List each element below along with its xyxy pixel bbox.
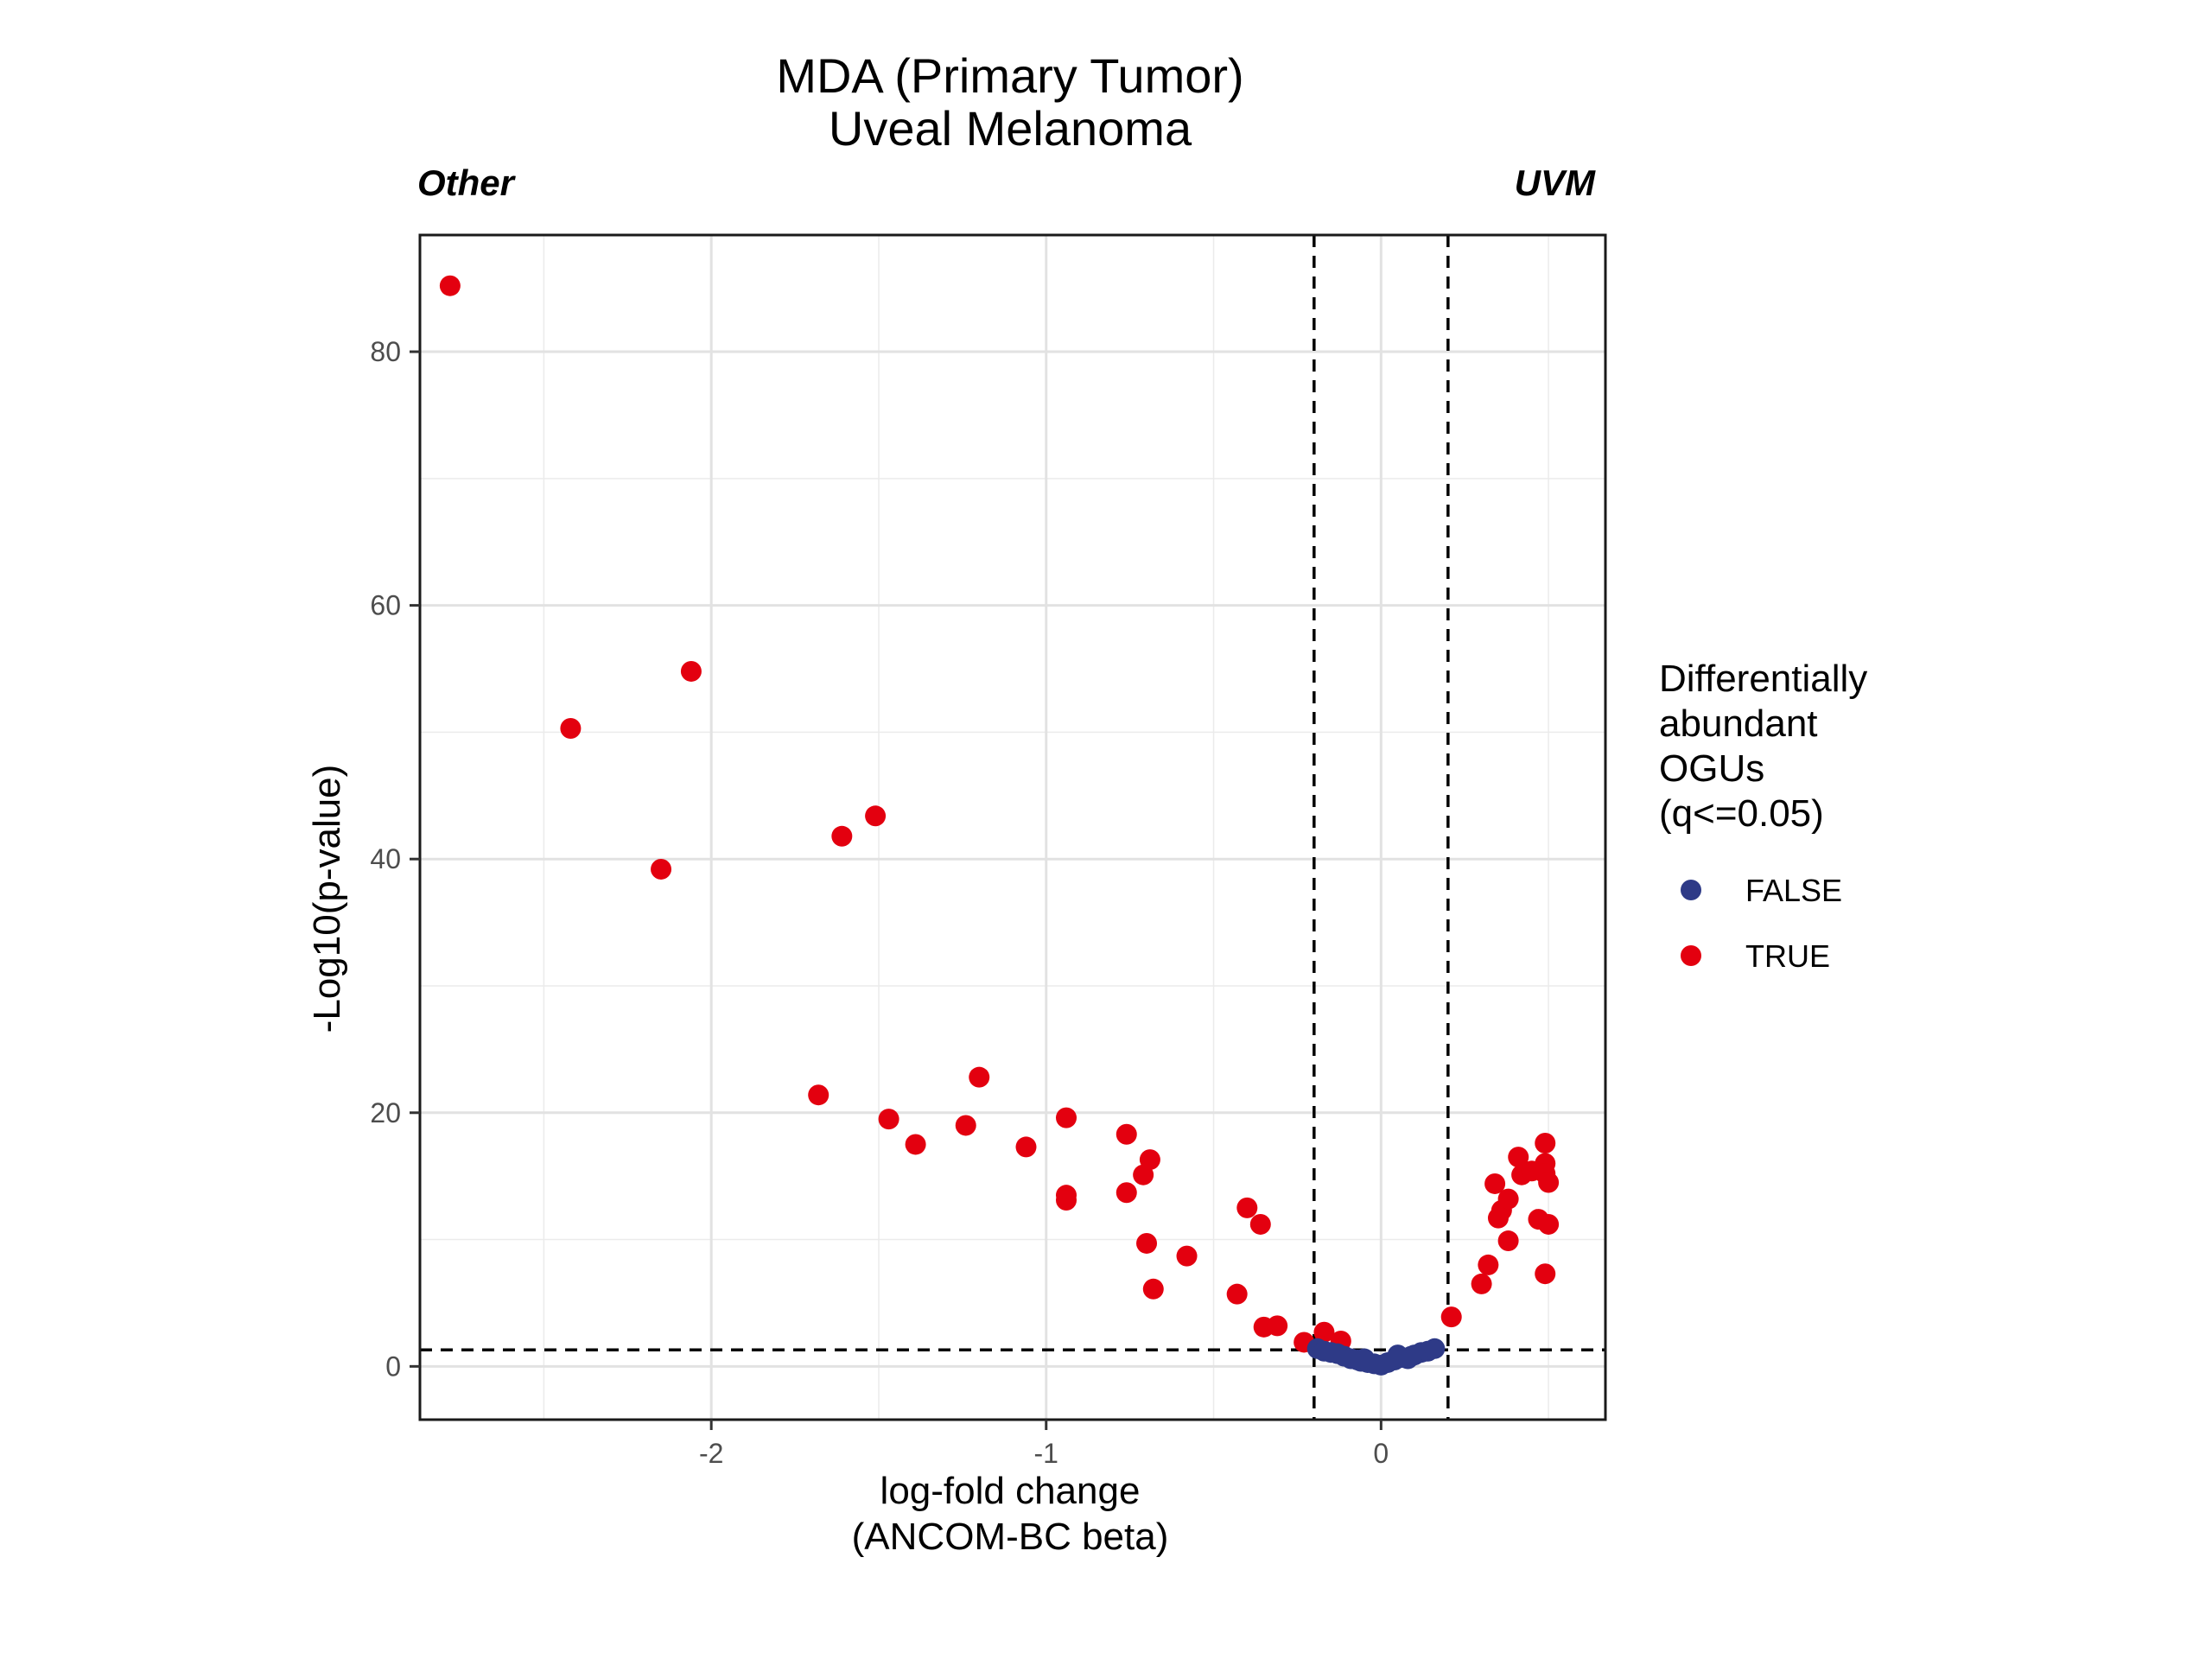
series-false <box>1306 1338 1446 1376</box>
data-point <box>1478 1254 1499 1275</box>
data-point <box>1538 1172 1560 1193</box>
data-point <box>1176 1245 1198 1267</box>
data-point <box>1497 1188 1519 1210</box>
right-group-label: UVM <box>1515 162 1596 203</box>
legend-title-line-2: abundant <box>1659 702 1818 745</box>
x-axis-title-line-1: log-fold change <box>880 1470 1141 1512</box>
x-axis-title-line-2: (ANCOM-BC beta) <box>852 1516 1169 1558</box>
data-point <box>1226 1283 1248 1305</box>
legend-label-true: TRUE <box>1745 938 1830 974</box>
data-point <box>1236 1197 1258 1218</box>
legend-key-true <box>1681 945 1701 966</box>
legend: Differentially abundant OGUs (q<=0.05) F… <box>1659 658 1867 974</box>
x-tick-label: -2 <box>699 1438 723 1469</box>
plot-panel-border <box>418 233 1607 1421</box>
legend-title-line-4: (q<=0.05) <box>1659 792 1824 835</box>
left-group-label: Other <box>417 162 517 203</box>
legend-title-line-1: Differentially <box>1659 658 1867 700</box>
data-point <box>878 1109 899 1130</box>
y-tick-label: 0 <box>385 1351 401 1382</box>
series-true <box>439 275 1560 1353</box>
data-point <box>1056 1107 1077 1128</box>
y-tick-label: 60 <box>370 590 401 621</box>
data-point <box>1484 1173 1506 1194</box>
data-point <box>1056 1190 1077 1211</box>
data-point <box>969 1066 990 1088</box>
data-point <box>1440 1306 1462 1328</box>
data-point <box>1538 1213 1560 1235</box>
data-point <box>1136 1232 1158 1254</box>
x-tick-label: -1 <box>1034 1438 1058 1469</box>
legend-key-false <box>1681 880 1701 900</box>
data-point <box>808 1084 830 1106</box>
x-tick-label: 0 <box>1373 1438 1389 1469</box>
data-point <box>651 858 672 880</box>
data-point <box>1267 1315 1288 1337</box>
data-point <box>680 660 702 682</box>
data-point <box>1015 1136 1037 1158</box>
data-point <box>905 1134 926 1155</box>
data-points <box>439 275 1560 1376</box>
y-tick-label: 20 <box>370 1097 401 1128</box>
axis-layer: -2 -1 0 0 20 40 60 80 <box>370 336 1389 1469</box>
data-point <box>1116 1123 1137 1145</box>
data-point <box>1401 1345 1422 1367</box>
data-point <box>1142 1278 1164 1300</box>
data-point <box>1424 1338 1446 1359</box>
data-point <box>1497 1230 1519 1252</box>
data-point <box>1535 1133 1556 1154</box>
chart-title-line-1: MDA (Primary Tumor) <box>776 48 1243 103</box>
data-point <box>955 1115 976 1136</box>
data-point <box>439 275 461 296</box>
data-point <box>560 718 582 740</box>
data-point <box>1508 1147 1529 1168</box>
data-point <box>1535 1263 1556 1285</box>
reference-lines <box>420 235 1605 1420</box>
y-tick-label: 80 <box>370 336 401 367</box>
y-axis-title: -Log10(p-value) <box>306 765 348 1033</box>
chart-title-line-2: Uveal Melanoma <box>829 101 1192 156</box>
data-point <box>1116 1182 1137 1204</box>
legend-title-line-3: OGUs <box>1659 747 1764 790</box>
data-point <box>1249 1213 1271 1235</box>
y-tick-label: 40 <box>370 843 401 874</box>
data-point <box>1313 1321 1335 1343</box>
grid-layer <box>420 235 1605 1420</box>
data-point <box>865 805 887 827</box>
data-point <box>831 825 853 847</box>
legend-label-false: FALSE <box>1745 873 1842 908</box>
data-point <box>1139 1149 1160 1171</box>
data-point <box>1353 1348 1375 1370</box>
data-point <box>1471 1273 1492 1294</box>
